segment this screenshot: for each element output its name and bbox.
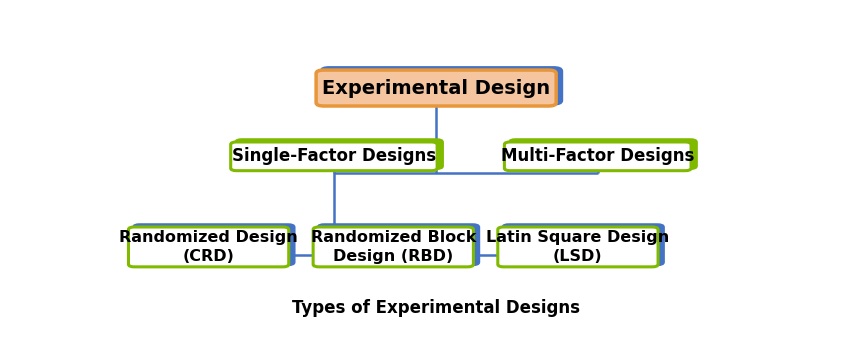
- FancyBboxPatch shape: [498, 227, 658, 267]
- FancyBboxPatch shape: [503, 225, 663, 265]
- FancyBboxPatch shape: [505, 142, 691, 171]
- FancyBboxPatch shape: [322, 68, 562, 104]
- FancyBboxPatch shape: [134, 225, 294, 265]
- FancyBboxPatch shape: [236, 140, 443, 168]
- Text: Latin Square Design
(LSD): Latin Square Design (LSD): [486, 230, 670, 264]
- FancyBboxPatch shape: [316, 70, 557, 106]
- Text: Multi-Factor Designs: Multi-Factor Designs: [501, 147, 694, 165]
- FancyBboxPatch shape: [129, 227, 288, 267]
- Text: Randomized Block
Design (RBD): Randomized Block Design (RBD): [311, 230, 476, 264]
- Text: Types of Experimental Designs: Types of Experimental Designs: [292, 299, 580, 317]
- FancyBboxPatch shape: [231, 142, 437, 171]
- Text: Experimental Design: Experimental Design: [322, 79, 551, 97]
- Text: Single-Factor Designs: Single-Factor Designs: [231, 147, 436, 165]
- FancyBboxPatch shape: [313, 227, 473, 267]
- FancyBboxPatch shape: [510, 140, 696, 168]
- Text: Randomized Design
(CRD): Randomized Design (CRD): [119, 230, 298, 264]
- FancyBboxPatch shape: [318, 225, 478, 265]
